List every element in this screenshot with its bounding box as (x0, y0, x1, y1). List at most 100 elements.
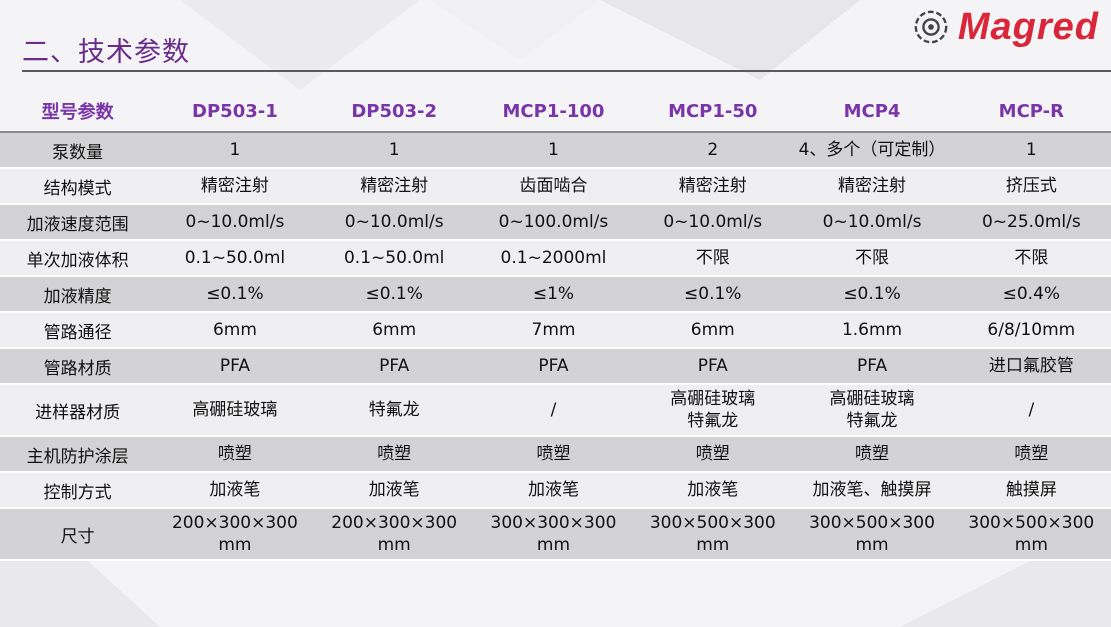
cell-text: PFA (697, 356, 728, 376)
table-cell: 高硼硅玻璃 特氟龙 (792, 384, 952, 437)
column-header-param: 型号参数 (0, 91, 156, 133)
table-cell: 0~10.0ml/s (633, 204, 793, 241)
cell-text: 加液笔 (209, 480, 261, 500)
table-cell: 0~10.0ml/s (314, 204, 474, 241)
cell-text: 300×500×300 (649, 513, 776, 533)
table-cell: 0~100.0ml/s (473, 204, 634, 241)
cell-text: mm (377, 535, 411, 555)
cell-text: 喷塑 (855, 444, 890, 464)
table-cell: 7mm (473, 312, 634, 349)
table-cell: ≤0.1% (314, 276, 474, 313)
table-cell: / (473, 384, 634, 437)
table-cell: PFA (633, 348, 793, 385)
table-cell: 加液笔 (155, 472, 315, 509)
column-header-model: MCP1-100 (473, 91, 634, 133)
table-cell: 1 (155, 132, 315, 169)
cell-text: ≤0.1% (843, 284, 901, 304)
cell-text: 高硼硅玻璃 (829, 389, 915, 409)
cell-text: 7mm (531, 320, 576, 340)
table-cell: 6mm (155, 312, 315, 349)
table-cell: 0.1~50.0ml (155, 240, 315, 277)
table-cell: 0.1~2000ml (473, 240, 634, 277)
cell-text: 加液笔 (527, 480, 579, 500)
table-cell: 6mm (314, 312, 474, 349)
cell-text: 0~10.0ml/s (663, 212, 763, 232)
cell-text: 0~100.0ml/s (498, 212, 609, 232)
column-header-model: MCP-R (951, 91, 1111, 133)
cell-text: mm (536, 535, 571, 555)
cell-text: ≤0.1% (206, 284, 264, 304)
row-label: 主机防护涂层 (0, 436, 156, 473)
column-header-model: DP503-1 (155, 91, 315, 133)
cell-text: PFA (856, 356, 888, 376)
table-cell: 触摸屏 (951, 472, 1111, 509)
table-cell: 精密注射 (792, 168, 952, 205)
table-cell: / (951, 384, 1111, 437)
cell-text: 不限 (695, 248, 730, 268)
cell-text: 1.6mm (841, 320, 903, 340)
cell-text: / (1028, 400, 1035, 420)
cell-text: 300×500×300 (968, 513, 1095, 533)
table-cell: 1 (473, 132, 634, 169)
row-label: 单次加液体积 (0, 240, 156, 277)
cell-text: 4、多个（可定制） (798, 140, 946, 160)
cell-text: 0~25.0ml/s (981, 212, 1081, 232)
table-cell: 4、多个（可定制） (792, 132, 952, 169)
table-cell: 300×300×300 mm (473, 508, 634, 561)
row-label: 管路通径 (0, 312, 156, 349)
table-cell: 精密注射 (155, 168, 315, 205)
table-cell: 喷塑 (155, 436, 315, 473)
table-cell: 精密注射 (314, 168, 474, 205)
table-row: 泵数量 1 1 1 2 4、多个（可定制） 1 (0, 132, 1111, 169)
cell-text: 精密注射 (360, 176, 429, 196)
cell-text: 200×300×300 (331, 513, 458, 533)
cell-text: 0~10.0ml/s (822, 212, 922, 232)
cell-text: 0.1~50.0ml (343, 248, 445, 268)
cell-text: 喷塑 (695, 444, 730, 464)
table-cell: 加液笔、触摸屏 (792, 472, 952, 509)
table-cell: 喷塑 (792, 436, 952, 473)
table-cell: 高硼硅玻璃 (155, 384, 315, 437)
cell-text: 1 (548, 140, 559, 160)
table-row: 结构模式 精密注射 精密注射 齿面啮合 精密注射 精密注射 挤压式 (0, 168, 1111, 205)
table-cell: 进口氟胶管 (951, 348, 1111, 385)
table-row: 加液精度 ≤0.1% ≤0.1% ≤1% ≤0.1% ≤0.1% ≤0.4% (0, 276, 1111, 313)
table-cell: 喷塑 (633, 436, 793, 473)
cell-text: 300×300×300 (490, 513, 617, 533)
table-cell: 喷塑 (314, 436, 474, 473)
table-cell: 200×300×300 mm (314, 508, 474, 561)
cell-text: PFA (538, 356, 569, 376)
cell-text: ≤0.4% (1002, 284, 1061, 304)
cell-text: mm (855, 535, 889, 555)
table-cell: 喷塑 (473, 436, 634, 473)
table-cell: ≤0.1% (633, 276, 793, 313)
table-cell: 高硼硅玻璃 特氟龙 (633, 384, 793, 437)
cell-text: mm (696, 535, 730, 555)
cell-text: 齿面啮合 (519, 176, 588, 196)
cell-text: 0~10.0ml/s (185, 212, 285, 232)
table-cell: 200×300×300 mm (155, 508, 315, 561)
row-label: 进样器材质 (0, 384, 156, 437)
cell-text: 6/8/10mm (987, 320, 1076, 340)
logo-gear-icon (914, 10, 948, 44)
cell-text: 喷塑 (377, 444, 412, 464)
page-title: 二、技术参数 (22, 37, 190, 68)
table-cell: 加液笔 (314, 472, 474, 509)
table-cell: 300×500×300 mm (633, 508, 793, 561)
row-label: 泵数量 (0, 132, 156, 169)
table-cell: 300×500×300 mm (951, 508, 1111, 561)
cell-text: 特氟龙 (846, 411, 898, 431)
cell-text: 6mm (212, 320, 257, 340)
table-cell: 0~10.0ml/s (155, 204, 315, 241)
table-cell: 0~25.0ml/s (951, 204, 1111, 241)
table-cell: 0~10.0ml/s (792, 204, 952, 241)
table-row: 管路通径 6mm 6mm 7mm 6mm 1.6mm 6/8/10mm (0, 312, 1111, 349)
table-cell: ≤0.1% (792, 276, 952, 313)
table-cell: 不限 (951, 240, 1111, 277)
table-cell: 加液笔 (473, 472, 634, 509)
table-cell: PFA (314, 348, 474, 385)
cell-text: PFA (379, 356, 410, 376)
cell-text: 0.1~50.0ml (184, 248, 286, 268)
cell-text: 200×300×300 (171, 513, 298, 533)
column-header-model: DP503-2 (314, 91, 474, 133)
